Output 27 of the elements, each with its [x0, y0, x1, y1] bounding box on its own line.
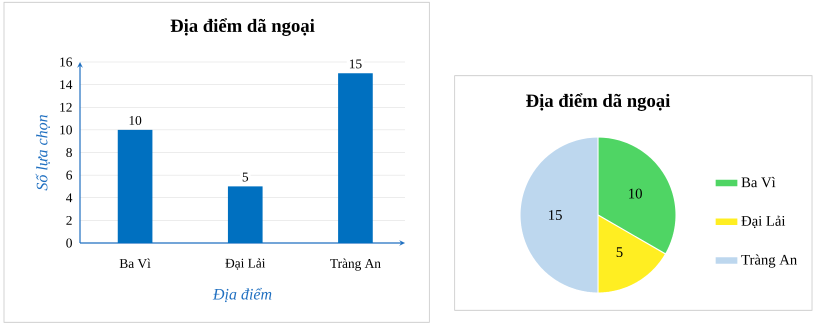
data-label: 10	[130, 116, 142, 125]
bar	[118, 130, 152, 243]
y-tick-label: 12	[60, 102, 72, 112]
legend-label: Đại Lải	[741, 216, 786, 228]
x-tick-label: Ba Vì	[120, 258, 151, 268]
data-label: 15	[350, 59, 362, 68]
y-tick-label: 0	[66, 238, 72, 248]
data-label: 15	[549, 210, 562, 220]
data-label: 5	[242, 172, 248, 182]
x-tick-label: Tràng An	[330, 258, 381, 271]
legend-label: Ba Vì	[742, 176, 776, 188]
y-tick-label: 8	[66, 148, 72, 157]
x-tick-label: Đại Lải	[225, 258, 266, 270]
y-tick-label: 4	[66, 193, 72, 202]
data-label: 10	[629, 188, 642, 198]
y-tick-label: 2	[66, 216, 72, 225]
chart-title: Địa điểm dã ngoại	[170, 18, 315, 36]
y-tick-label: 6	[66, 170, 72, 180]
y-tick-label: 14	[60, 80, 72, 90]
y-tick-label: 16	[60, 58, 72, 66]
chart-title: Địa điểm dã ngoại	[526, 93, 670, 111]
y-axis-title: Số lựa chọn	[36, 115, 50, 190]
data-label: 5	[616, 247, 623, 258]
bar	[228, 186, 263, 243]
y-tick-label: 10	[60, 125, 72, 134]
bar	[338, 73, 373, 243]
x-axis-title: Địa điểm	[212, 288, 272, 302]
